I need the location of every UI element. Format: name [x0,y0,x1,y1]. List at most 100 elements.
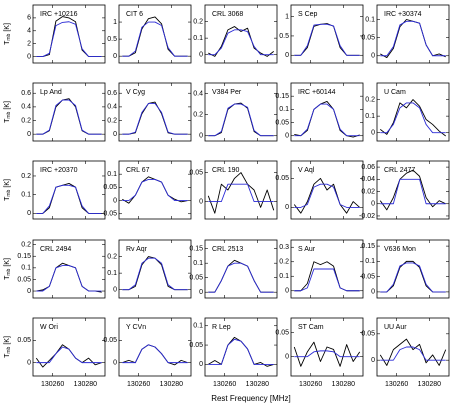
y-tick-label: 0.5 [107,36,117,43]
y-label-subscript: mb [6,189,12,196]
y-tick-label: 1 [113,19,117,26]
y-tick-label: 0.1 [279,106,289,113]
spectrum-line [380,260,446,293]
panel-title: IRC +20370 [40,167,78,174]
spectrum-line [380,262,446,293]
spectrum-line [293,341,361,367]
y-tick-label: 0 [371,130,375,137]
spectrum-line [122,344,188,364]
y-tick-label: 0.05 [275,119,289,126]
y-tick-label: 0 [371,289,375,296]
panel-title: CRL 2513 [212,246,243,253]
y-tick-label: 4 [27,28,31,35]
x-tick-label: 130280 [418,381,441,388]
y-tick-label: 0.05 [189,275,203,282]
spectrum-line [122,101,188,135]
y-tick-label: 0.15 [17,253,31,260]
y-tick-label: 0.1 [193,323,203,330]
x-tick-label: 130260 [299,381,322,388]
panel-frame [290,317,364,377]
y-label-subscript: mb [6,346,12,353]
y-label-unit: [K] [4,101,11,110]
spectrum-line [36,346,102,364]
y-axis-label: Tmb[K] [4,258,12,280]
panel-frame [290,82,364,142]
y-tick-label: 0 [199,361,203,368]
spectrum-line [122,179,188,201]
y-label-subscript: mb [6,111,12,118]
y-tick-label: 0 [113,131,117,138]
y-tick-label: 0 [27,53,31,60]
panel-frame [204,317,278,377]
spectrum-line [379,338,447,366]
y-tick-label: 0.6 [107,90,117,97]
y-tick-label: 0.05 [189,169,203,176]
y-tick-label: 0.15 [189,246,203,253]
y-tick-label: -0.02 [359,213,375,220]
y-tick-label: 0 [113,197,117,204]
panel-frame [32,239,106,299]
panel-frame [376,82,450,142]
y-axis-label: Tmb[K] [4,23,12,45]
y-tick-label: 0.2 [21,117,31,124]
y-tick-label: 0.05 [17,276,31,283]
y-tick-label: 0.3 [279,244,289,251]
panel-title: CRL 67 [126,167,150,174]
panel-frame [376,160,450,220]
panel-frame [118,317,192,377]
spectrum-line [208,262,274,293]
y-tick-label: 0.1 [193,35,203,42]
y-tick-label: 0 [27,210,31,217]
y-tick-label: 0 [199,133,203,140]
spectrum-line [379,169,446,211]
panel-frame [118,4,192,64]
y-tick-label: 0 [199,52,203,59]
spectrum-line [380,178,446,205]
panel-title: R Lep [212,324,231,331]
x-tick-label: 130260 [41,381,64,388]
y-tick-label: 0 [371,201,375,208]
panel-frame [290,160,364,220]
y-label-unit: [K] [4,179,11,188]
y-axis-label: Tmb[K] [4,336,12,358]
panel-title: Lp And [40,89,62,96]
y-tick-label: 2 [27,41,31,48]
y-tick-label: 0.05 [275,175,289,182]
y-label-subscript: mb [6,268,12,275]
panel-title: ST Cam [298,324,324,331]
panel-frame [204,160,278,220]
panel-title: CRL 2477 [384,167,415,174]
y-tick-label: 0.04 [361,176,375,183]
y-label-subscript: mb [6,33,12,40]
spectrum-line [294,261,360,292]
y-tick-label: 0.2 [193,18,203,25]
panel-title: CRL 190 [212,167,239,174]
spectrum-line [208,259,274,293]
panel-frame [32,4,106,64]
y-tick-label: 0.05 [361,34,375,41]
panel-title: Rv Aqr [126,246,148,253]
panel-frame [118,82,192,142]
y-tick-label: 0.1 [21,192,31,199]
y-tick-label: 0 [199,289,203,296]
y-tick-label: 0.2 [279,259,289,266]
spectrum-line [294,183,360,208]
spectrum-line [36,265,102,292]
spectrum-line [122,16,188,57]
spectrum-line [380,346,446,361]
panel-frame [32,317,106,377]
y-tick-label: 0.2 [365,96,375,103]
panel-title: W Ori [40,324,58,331]
y-tick-label: 0.1 [107,171,117,178]
y-tick-label: 0 [27,359,31,366]
panel-frame [376,4,450,64]
spectrum-line [36,98,102,135]
spectrum-line [122,21,188,57]
spectrum-line [36,183,102,214]
x-tick-label: 130260 [127,381,150,388]
y-tick-label: 0 [371,357,375,364]
spectrum-line [36,99,102,135]
y-tick-label: 0 [27,288,31,295]
panel-title: UU Aur [384,324,407,331]
panel-title: CIT 6 [126,11,143,18]
